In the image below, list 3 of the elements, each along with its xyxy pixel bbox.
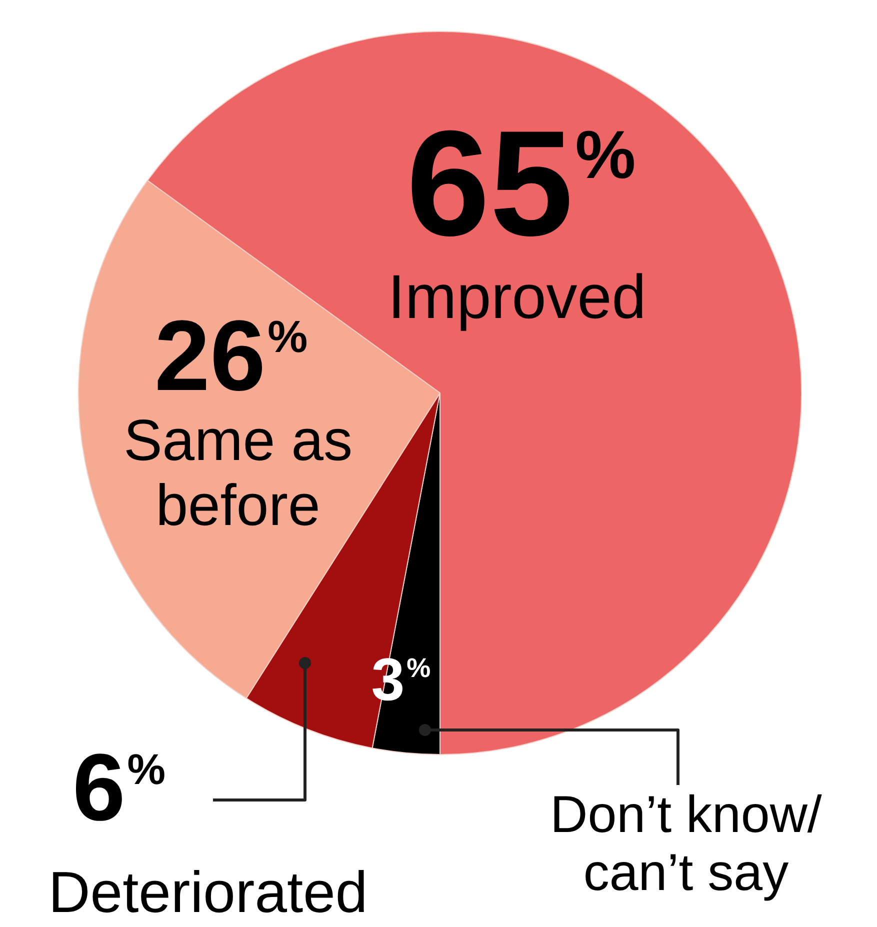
slice-label: Don’t know/ can’t say xyxy=(550,786,822,902)
slice-label: Deteriorated xyxy=(48,860,368,925)
data-label: 6% xyxy=(72,735,166,841)
